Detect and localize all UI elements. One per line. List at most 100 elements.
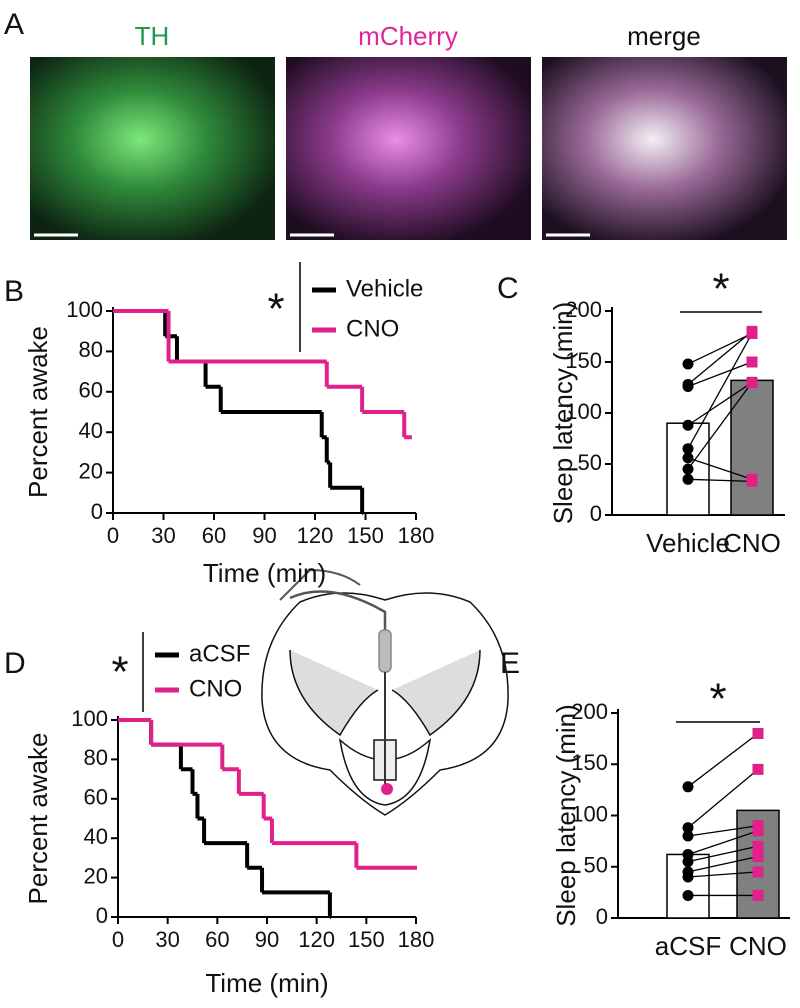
injection-site bbox=[381, 783, 393, 795]
point bbox=[746, 376, 758, 388]
pair-line bbox=[687, 333, 753, 450]
pair-line bbox=[687, 361, 753, 388]
y-tick-label: 200 bbox=[571, 699, 608, 724]
hippocampus bbox=[289, 649, 481, 737]
y-tick-label: 80 bbox=[84, 745, 108, 770]
brain-outline bbox=[261, 592, 509, 816]
x-tick-label: 90 bbox=[255, 927, 279, 952]
pair-line bbox=[687, 855, 759, 873]
point bbox=[682, 380, 694, 392]
significance: * bbox=[267, 285, 284, 334]
x-tick-label: 30 bbox=[155, 927, 179, 952]
panel-letter: E bbox=[500, 647, 520, 680]
micrograph bbox=[286, 57, 531, 240]
y-tick-label: 100 bbox=[571, 801, 608, 826]
pair-line bbox=[687, 830, 759, 856]
panel-letter: D bbox=[4, 647, 26, 680]
point bbox=[746, 327, 758, 339]
point bbox=[752, 889, 764, 901]
y-tick-label: 0 bbox=[96, 903, 108, 928]
x-tick-label: 150 bbox=[347, 523, 384, 548]
point bbox=[682, 452, 694, 464]
point bbox=[752, 840, 764, 852]
panel-letter: A bbox=[4, 8, 24, 41]
y-tick-label: 20 bbox=[79, 458, 103, 483]
point bbox=[682, 443, 694, 455]
micrograph bbox=[542, 57, 787, 240]
image-label: TH bbox=[135, 21, 170, 51]
x-tick-label: 90 bbox=[252, 523, 276, 548]
y-tick-label: 80 bbox=[79, 337, 103, 362]
significance: * bbox=[111, 648, 128, 697]
x-tick-label: aCSF bbox=[655, 931, 721, 961]
image-label: mCherry bbox=[358, 21, 458, 51]
y-tick-label: 50 bbox=[584, 853, 608, 878]
x-tick-label: 60 bbox=[202, 523, 226, 548]
point bbox=[682, 856, 694, 868]
point bbox=[682, 463, 694, 475]
x-tick-label: 120 bbox=[297, 523, 334, 548]
x-tick-label: 120 bbox=[298, 927, 335, 952]
pair-line bbox=[687, 845, 759, 863]
x-tick-label: 0 bbox=[112, 927, 124, 952]
legend-label: aCSF bbox=[189, 640, 250, 667]
x-axis-label: Time (min) bbox=[203, 558, 326, 588]
y-axis-label: Percent awake bbox=[23, 326, 53, 498]
micrographs bbox=[30, 57, 787, 240]
point bbox=[682, 830, 694, 842]
point bbox=[746, 475, 758, 487]
y-tick-label: 150 bbox=[571, 750, 608, 775]
y-tick-label: 100 bbox=[71, 706, 108, 731]
x-tick-label: CNO bbox=[729, 931, 787, 961]
point bbox=[752, 825, 764, 837]
y-tick-label: 40 bbox=[79, 418, 103, 443]
pair-line bbox=[687, 825, 759, 837]
fiber-cable bbox=[279, 568, 361, 601]
y-axis-label: Sleep latency (min) bbox=[548, 302, 578, 525]
panel-letter: B bbox=[4, 275, 24, 308]
micrograph bbox=[30, 57, 275, 240]
legend-label: CNO bbox=[346, 315, 399, 342]
point bbox=[682, 889, 694, 901]
x-tick-label: 30 bbox=[151, 523, 175, 548]
pair-line bbox=[687, 732, 759, 788]
y-tick-label: 0 bbox=[596, 904, 608, 929]
cannula bbox=[378, 629, 392, 673]
x-tick-label: 150 bbox=[348, 927, 385, 952]
y-axis-label: Percent awake bbox=[23, 733, 53, 905]
pair-line bbox=[687, 457, 753, 480]
x-tick-label: 0 bbox=[107, 523, 119, 548]
point bbox=[682, 358, 694, 370]
panel-letter: C bbox=[497, 272, 519, 305]
image-label: merge bbox=[627, 21, 701, 51]
point bbox=[682, 781, 694, 793]
significance: * bbox=[709, 675, 726, 724]
x-tick-label: CNO bbox=[723, 528, 781, 558]
y-axis-label: Sleep latency (min) bbox=[551, 704, 581, 927]
pair-line bbox=[687, 478, 753, 482]
x-tick-label: 180 bbox=[398, 523, 435, 548]
y-tick-label: 100 bbox=[565, 399, 602, 424]
x-tick-label: 60 bbox=[205, 927, 229, 952]
x-tick-label: Vehicle bbox=[646, 528, 730, 558]
point bbox=[752, 763, 764, 775]
point bbox=[682, 473, 694, 485]
point bbox=[682, 822, 694, 834]
y-tick-label: 100 bbox=[66, 297, 103, 322]
point bbox=[752, 728, 764, 739]
point bbox=[682, 419, 694, 431]
y-tick-label: 20 bbox=[84, 863, 108, 888]
significance: * bbox=[712, 265, 729, 314]
y-tick-label: 0 bbox=[91, 499, 103, 524]
cannula-line bbox=[289, 590, 387, 630]
point bbox=[682, 871, 694, 883]
y-tick-label: 50 bbox=[578, 450, 602, 475]
y-tick-label: 60 bbox=[79, 378, 103, 403]
pair-line bbox=[687, 768, 759, 829]
legend-label: CNO bbox=[189, 675, 242, 702]
x-tick-label: 180 bbox=[398, 927, 435, 952]
y-tick-label: 40 bbox=[84, 824, 108, 849]
y-tick-label: 200 bbox=[565, 297, 602, 322]
legend-label: Vehicle bbox=[346, 275, 423, 302]
